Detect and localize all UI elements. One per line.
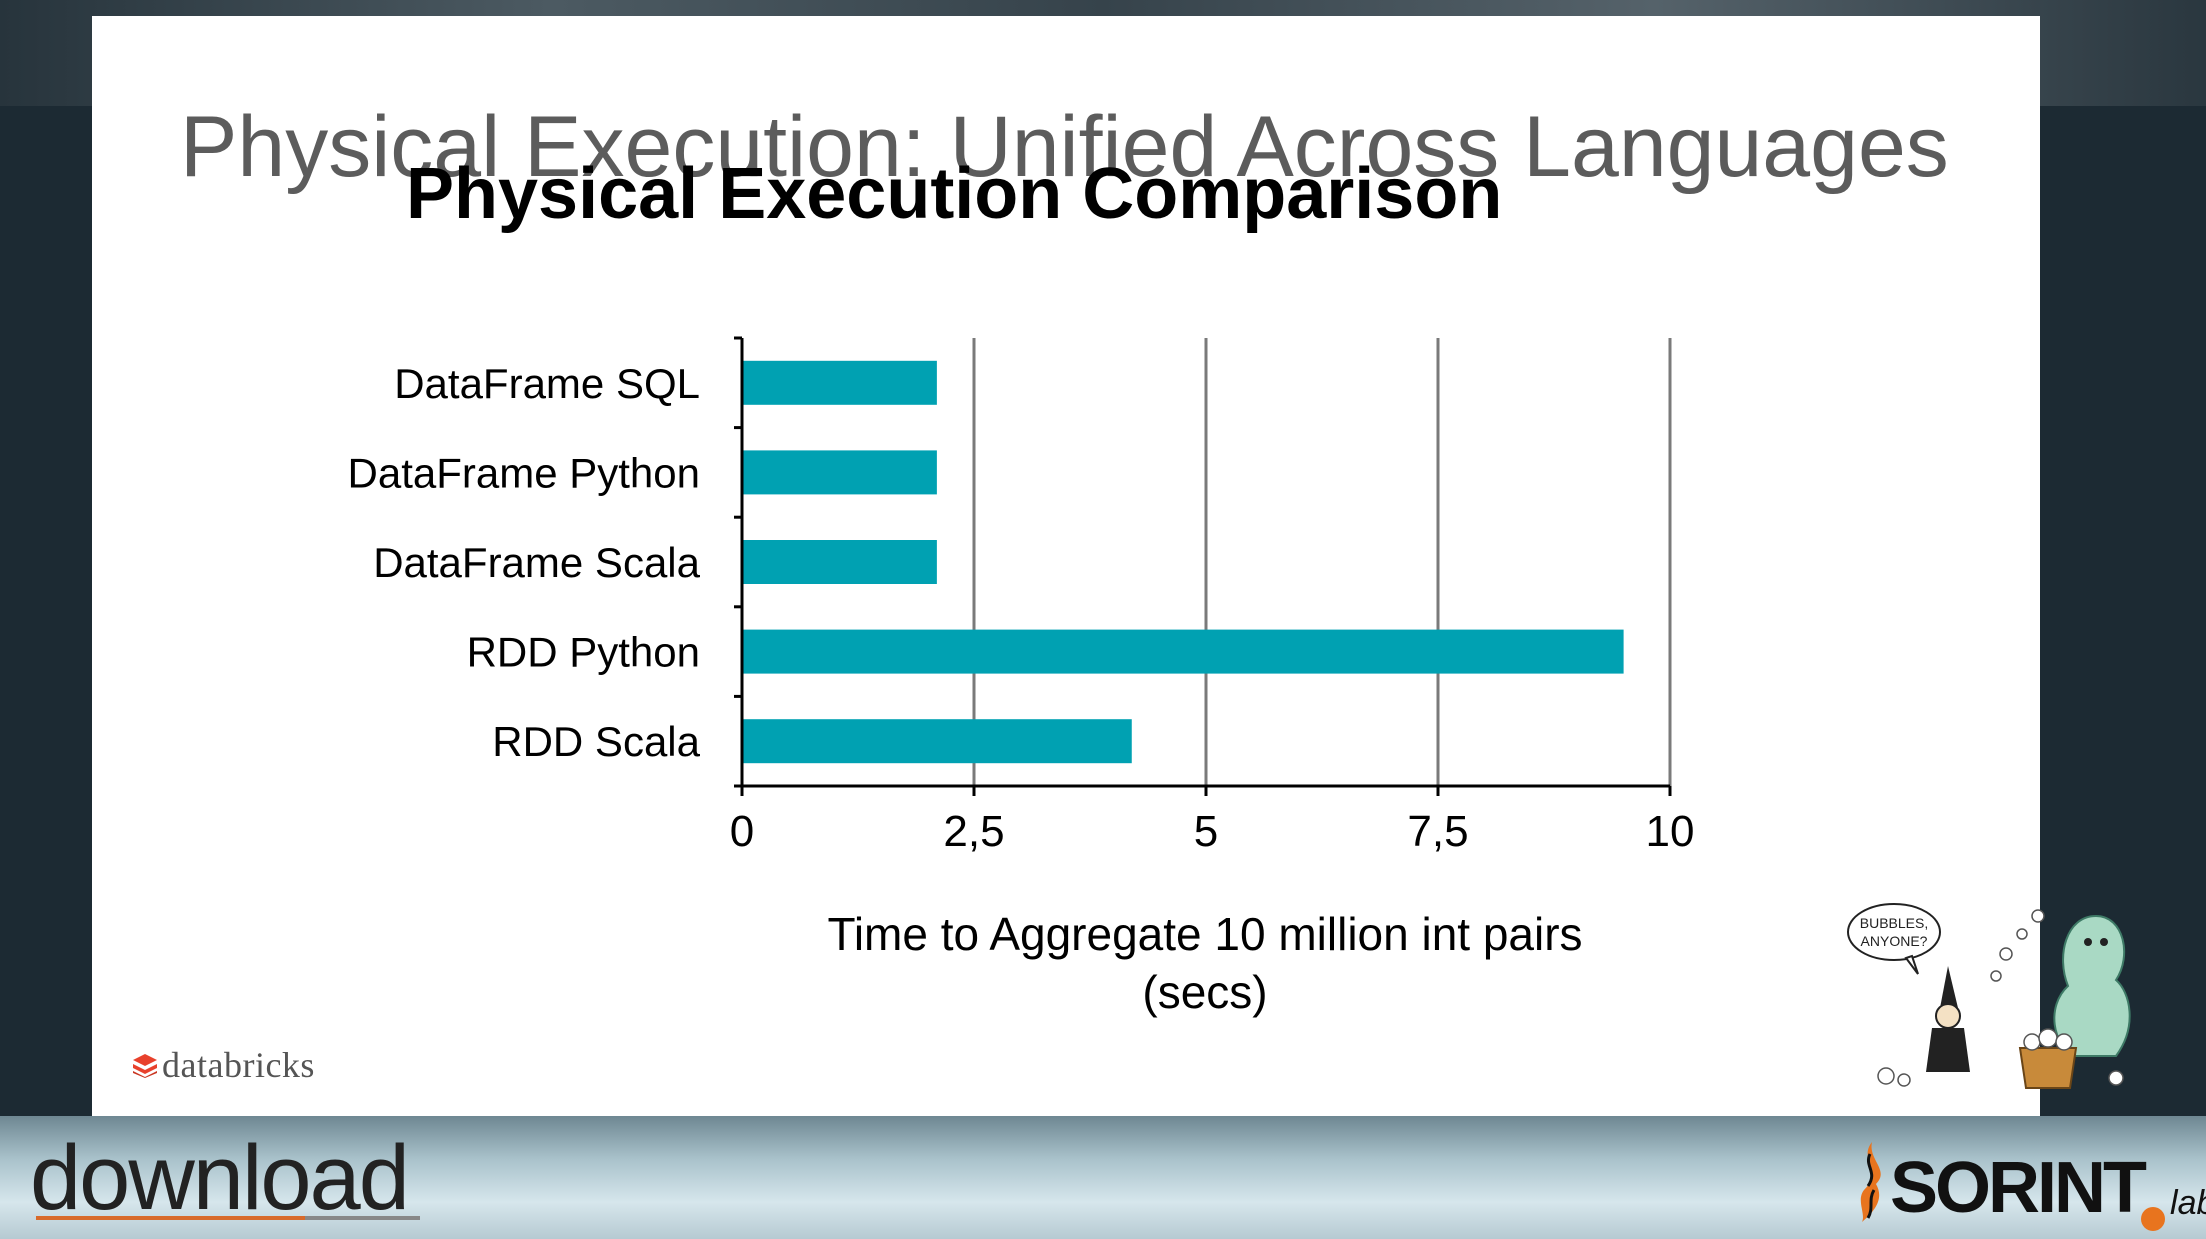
axes — [734, 336, 1672, 796]
category-label-3: RDD Python — [467, 629, 700, 676]
tick-labels: 0 2,5 5 7,5 10 — [730, 807, 1695, 856]
category-label-2: DataFrame Scala — [373, 539, 700, 586]
databricks-wordmark: databricks — [162, 1045, 315, 1085]
x-tick-label-0: 0 — [730, 807, 754, 856]
x-tick-label-3: 7,5 — [1407, 807, 1468, 856]
grid-lines — [972, 338, 1672, 786]
category-label-1: DataFrame Python — [348, 449, 701, 496]
sorint-lab-logo: SORINT lab — [1854, 1140, 2206, 1231]
databricks-icon — [133, 1054, 157, 1078]
sorint-flame-icon — [1860, 1142, 1881, 1222]
x-tick-label-4: 10 — [1646, 807, 1695, 856]
bars — [742, 360, 1624, 764]
bar-1 — [742, 450, 937, 495]
sorint-dot-icon — [2141, 1207, 2166, 1231]
x-tick-label-1: 2,5 — [943, 807, 1004, 856]
category-labels: DataFrame SQL DataFrame Python DataFrame S… — [348, 360, 701, 765]
chart-title: Physical Execution Comparison — [406, 154, 1503, 234]
category-label-0: DataFrame SQL — [394, 360, 700, 407]
bar-2 — [742, 540, 937, 584]
wizard-cartoon: BUBBLES, ANYONE? — [1847, 903, 2131, 1089]
slide-title: Physical Execution: Unified Across Langu… — [180, 99, 1949, 195]
x-tick-label-2: 5 — [1194, 807, 1218, 856]
download-logo: download — [30, 1127, 410, 1229]
slide-canvas — [92, 16, 2040, 1116]
bar-0 — [742, 360, 937, 405]
bar-3 — [742, 629, 1624, 674]
sorint-lab-suffix: lab — [2170, 1184, 2206, 1222]
category-label-4: RDD Scala — [492, 718, 700, 765]
x-axis-title-line-2: (secs) — [1142, 966, 1267, 1018]
download-logo-underline — [36, 1216, 420, 1220]
bar-4 — [742, 719, 1132, 764]
sorint-wordmark: SORINT — [1890, 1148, 2147, 1228]
speech-line-2: ANYONE? — [1861, 933, 1928, 949]
speech-line-1: BUBBLES, — [1860, 915, 1928, 931]
databricks-logo: databricks — [132, 1044, 315, 1086]
x-axis-title-line-1: Time to Aggregate 10 million int pairs — [827, 908, 1582, 960]
